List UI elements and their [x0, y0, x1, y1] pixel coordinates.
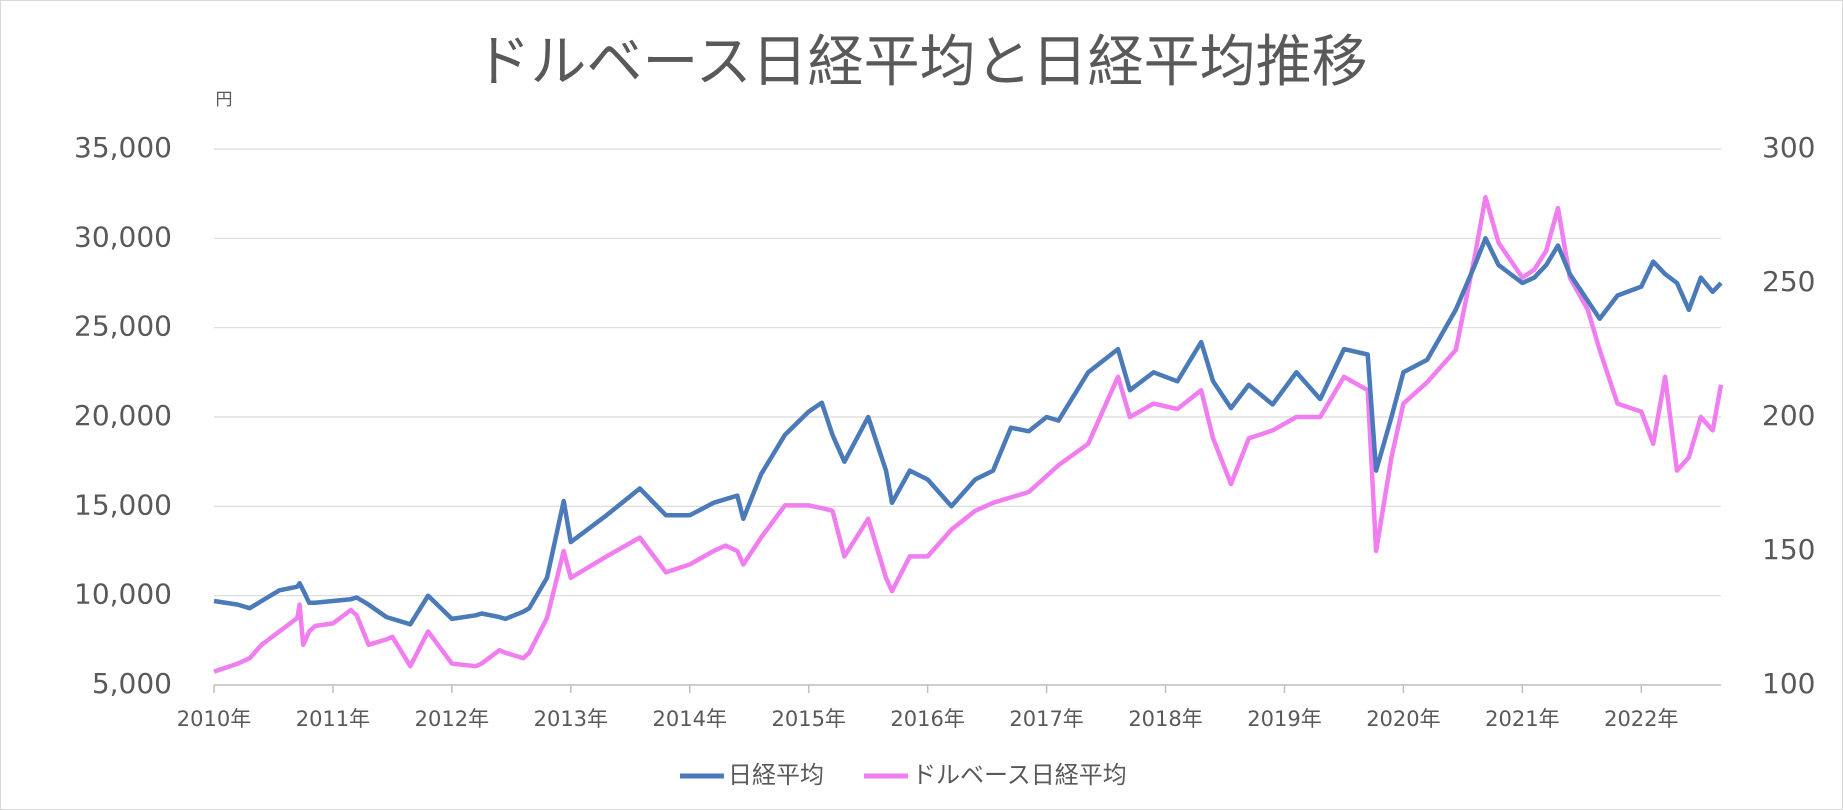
x-tick-label: 2021年 [1485, 707, 1559, 731]
y-tick-label: 15,000 [74, 488, 172, 521]
y-tick-label: 25,000 [74, 310, 172, 343]
y-tick-label: 10,000 [74, 578, 172, 611]
x-tick-label: 2020年 [1366, 707, 1440, 731]
series-line [213, 236, 1723, 627]
series-line [213, 194, 1724, 674]
y-tick-label: 5,000 [92, 667, 172, 700]
y2-tick-label: 100 [1762, 667, 1815, 700]
x-tick-label: 2014年 [653, 707, 727, 731]
legend-label: ドルベース日経平均 [912, 761, 1127, 789]
y2-tick-label: 300 [1762, 131, 1815, 164]
x-tick-label: 2019年 [1247, 707, 1321, 731]
x-tick-label: 2015年 [771, 707, 845, 731]
x-tick-label: 2017年 [1009, 707, 1083, 731]
x-tick-label: 2012年 [415, 707, 489, 731]
legend-label: 日経平均 [728, 761, 824, 789]
x-tick-label: 2022年 [1604, 707, 1678, 731]
y-axis-unit: 円 [216, 90, 233, 110]
y-tick-label: 30,000 [74, 220, 172, 253]
y-tick-label: 35,000 [74, 131, 172, 164]
x-tick-label: 2016年 [890, 707, 964, 731]
y2-tick-label: 250 [1762, 265, 1815, 298]
y2-tick-label: 150 [1762, 533, 1815, 566]
y2-tick-label: 200 [1762, 399, 1815, 432]
x-tick-label: 2013年 [534, 707, 608, 731]
chart-title: ドルベース日経平均と日経平均推移 [474, 30, 1367, 95]
x-tick-label: 2010年 [177, 707, 251, 731]
x-tick-label: 2011年 [296, 707, 370, 731]
x-tick-label: 2018年 [1128, 707, 1202, 731]
y-tick-label: 20,000 [74, 399, 172, 432]
